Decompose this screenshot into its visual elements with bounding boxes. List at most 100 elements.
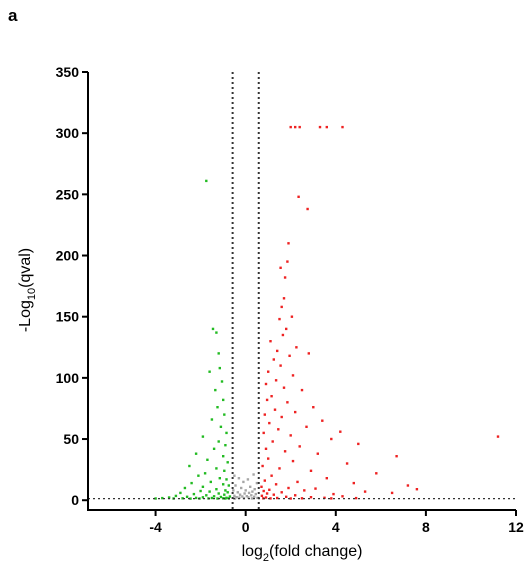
up-point-57 [345,462,349,465]
down-point-27 [218,477,221,480]
up-point-52 [283,450,287,453]
up-point-38 [280,415,283,419]
ns-point-18 [250,494,253,497]
up-point-3 [318,125,322,129]
up-point-15 [278,317,281,321]
up-point-22 [288,354,291,357]
up-point-25 [267,370,270,373]
down-point-11 [210,418,214,421]
down-point-30 [190,481,193,485]
down-point-54 [210,496,214,500]
up-point-21 [307,352,310,355]
y-axis-label-rest: (qval) [17,248,34,288]
up-point-28 [264,382,268,386]
up-point-55 [267,457,270,460]
ns-point-8 [240,486,243,490]
down-point-33 [201,485,205,488]
down-point-60 [154,497,157,500]
up-point-64 [263,479,266,482]
up-point-19 [295,346,298,349]
down-point-42 [192,492,196,496]
ns-point-17 [238,493,242,496]
up-point-53 [316,452,319,455]
down-point-13 [225,431,228,435]
down-point-41 [217,492,220,495]
up-point-26 [291,374,295,377]
up-point-85 [285,495,288,498]
down-point-44 [205,494,208,497]
up-point-80 [332,492,335,496]
up-point-81 [272,493,275,496]
up-point-33 [286,401,289,404]
up-point-48 [271,440,274,443]
ns-point-12 [251,490,254,493]
up-point-63 [325,477,328,480]
up-point-73 [268,488,271,491]
down-point-26 [197,474,200,477]
up-point-42 [277,428,280,431]
up-point-79 [265,492,269,495]
up-point-77 [280,491,283,494]
up-point-78 [390,491,394,495]
up-point-29 [282,386,286,389]
down-point-51 [167,496,171,499]
down-point-39 [226,491,229,494]
y-tick-label-350: 350 [56,64,80,80]
x-tick-label-12: 12 [508,519,524,535]
down-point-21 [226,461,229,464]
down-point-10 [223,413,226,416]
up-point-11 [283,276,287,279]
down-point-25 [203,472,207,475]
down-point-46 [212,495,216,498]
up-point-66 [352,481,355,485]
down-point-22 [188,464,191,468]
ns-point-13 [236,491,239,494]
down-point-47 [228,495,232,498]
ns-point-9 [253,488,256,491]
up-point-2 [298,125,301,129]
x-tick-label-0: 0 [242,519,250,535]
down-point-65 [189,497,192,500]
up-point-6 [297,195,300,198]
up-point-5 [341,125,344,129]
down-point-64 [224,497,227,500]
up-point-23 [272,358,275,361]
down-point-5 [208,370,211,373]
up-point-56 [291,459,295,463]
up-point-59 [278,467,281,470]
up-point-16 [285,327,288,331]
y-tick-label-300: 300 [56,125,80,141]
up-point-84 [341,495,344,498]
up-point-14 [290,315,294,318]
x-axis-label-main: log [242,543,263,560]
up-point-72 [415,488,419,491]
up-point-65 [296,480,299,484]
down-point-53 [194,496,198,500]
down-point-18 [194,452,198,455]
up-point-17 [281,333,285,337]
ns-point-16 [254,492,257,496]
up-point-49 [357,442,360,446]
up-point-31 [270,395,273,398]
up-point-12 [282,297,286,300]
threshold-lines [88,72,516,510]
y-tick-label-150: 150 [56,309,80,325]
panel-label: a [8,6,18,25]
down-point-32 [227,484,230,487]
ns-point-0 [233,474,236,477]
ns-point-10 [232,489,235,492]
up-point-24 [279,364,282,367]
up-point-71 [314,487,317,490]
down-point-14 [201,435,205,438]
y-tick-label-250: 250 [56,186,80,202]
up-point-39 [321,419,324,422]
down-point-48 [185,495,189,498]
down-point-38 [208,490,211,493]
up-point-34 [312,406,315,409]
down-point-3 [217,352,220,355]
up-point-69 [260,485,263,488]
up-point-18 [269,340,272,343]
down-point-43 [223,493,226,496]
up-point-76 [363,490,367,493]
